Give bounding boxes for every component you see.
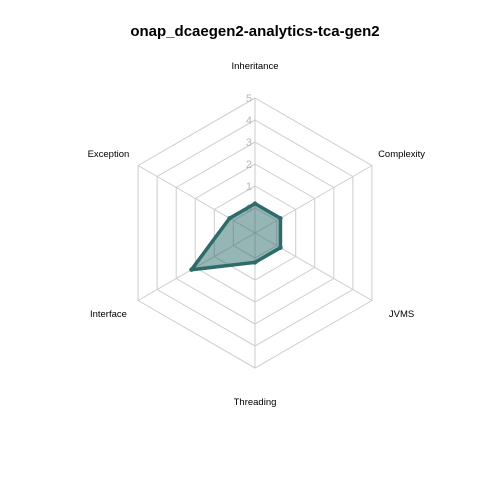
series-area (189, 201, 283, 272)
axis-label-jvms: JVMS (389, 309, 414, 320)
chart-title: onap_dcaegen2-analytics-tca-gen2 (130, 23, 379, 40)
radar-axis-labels: Inheritance Complexity JVMS Threading Interf… (88, 61, 426, 408)
data-point-complexity (278, 216, 283, 221)
axis-label-exception: Exception (88, 149, 130, 160)
tick-label-5: 5 (246, 93, 252, 105)
data-point-threading (252, 260, 258, 265)
data-point-exception (227, 216, 232, 221)
axis-label-complexity: Complexity (378, 149, 425, 160)
radar-tick-labels: 012345 (246, 93, 252, 215)
tick-label-2: 2 (246, 159, 252, 171)
axis-label-inheritance: Inheritance (231, 61, 278, 72)
tick-label-3: 3 (246, 137, 252, 149)
axis-label-interface: Interface (90, 309, 127, 320)
data-point-jvms (278, 245, 283, 250)
data-point-interface (189, 267, 194, 272)
tick-label-4: 4 (246, 115, 252, 127)
tick-label-1: 1 (246, 181, 252, 193)
data-point-inheritance (252, 201, 258, 206)
axis-label-threading: Threading (234, 397, 277, 408)
radar-series (189, 201, 283, 272)
